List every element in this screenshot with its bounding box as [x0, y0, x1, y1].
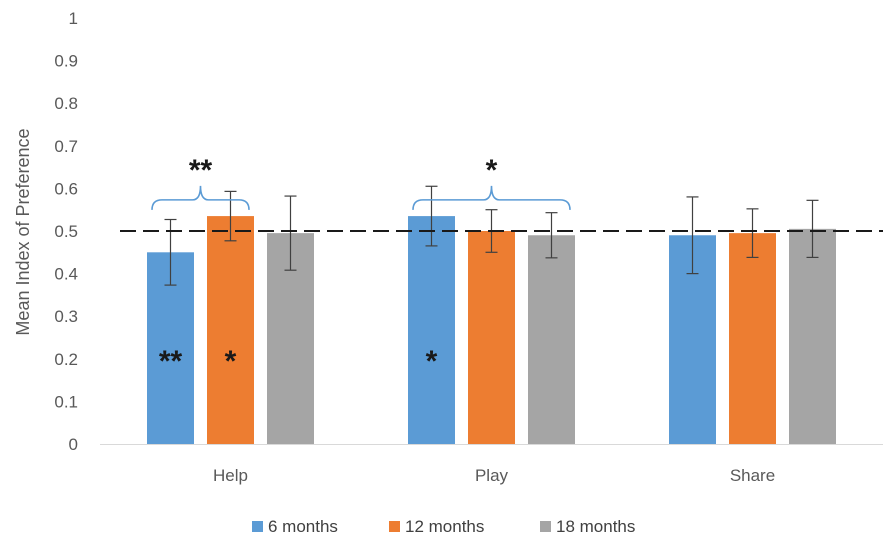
legend-swatch — [540, 521, 551, 532]
y-tick-label: 0.4 — [54, 265, 78, 284]
significance-marker: * — [225, 345, 237, 378]
y-axis-label: Mean Index of Preference — [13, 128, 33, 335]
y-tick-label: 1 — [69, 9, 78, 28]
y-tick-label: 0.3 — [54, 307, 78, 326]
legend-swatch — [389, 521, 400, 532]
y-tick-label: 0.1 — [54, 392, 78, 411]
significance-bracket — [412, 185, 571, 210]
error-bar — [806, 199, 819, 259]
category-label: Help — [213, 466, 248, 485]
y-tick-label: 0.6 — [54, 179, 78, 198]
significance-marker: ** — [159, 345, 183, 378]
y-tick-label: 0.8 — [54, 94, 78, 113]
legend-label: 12 months — [405, 517, 484, 536]
y-axis-ticks: 0 0.1 0.2 0.3 0.4 0.5 0.6 0.7 0.8 0.9 1 — [54, 9, 78, 454]
bar — [528, 235, 575, 444]
bars — [147, 185, 836, 444]
significance-bracket — [151, 185, 250, 210]
significance-annotations: ** * *** * — [151, 154, 571, 378]
y-tick-label: 0.9 — [54, 52, 78, 71]
error-bar — [686, 196, 699, 275]
error-bar — [545, 212, 558, 259]
legend-swatch — [252, 521, 263, 532]
category-label: Play — [475, 466, 509, 485]
error-bar — [284, 195, 297, 271]
y-tick-label: 0.5 — [54, 222, 78, 241]
bar — [207, 216, 254, 444]
significance-marker: * — [486, 154, 498, 187]
bar — [729, 233, 776, 444]
legend-label: 18 months — [556, 517, 635, 536]
x-axis-categories: Help Play Share — [213, 466, 775, 485]
legend-label: 6 months — [268, 517, 338, 536]
significance-marker: * — [426, 345, 438, 378]
category-label: Share — [730, 466, 775, 485]
y-tick-label: 0.2 — [54, 350, 78, 369]
error-bar — [746, 208, 759, 259]
error-bar — [425, 185, 438, 247]
bar — [408, 216, 455, 444]
significance-marker: ** — [189, 154, 213, 187]
legend: 6 months 12 months 18 months — [252, 517, 635, 536]
bar — [468, 231, 515, 444]
y-tick-label: 0.7 — [54, 137, 78, 156]
bar — [789, 228, 836, 444]
y-tick-label: 0 — [69, 435, 78, 454]
